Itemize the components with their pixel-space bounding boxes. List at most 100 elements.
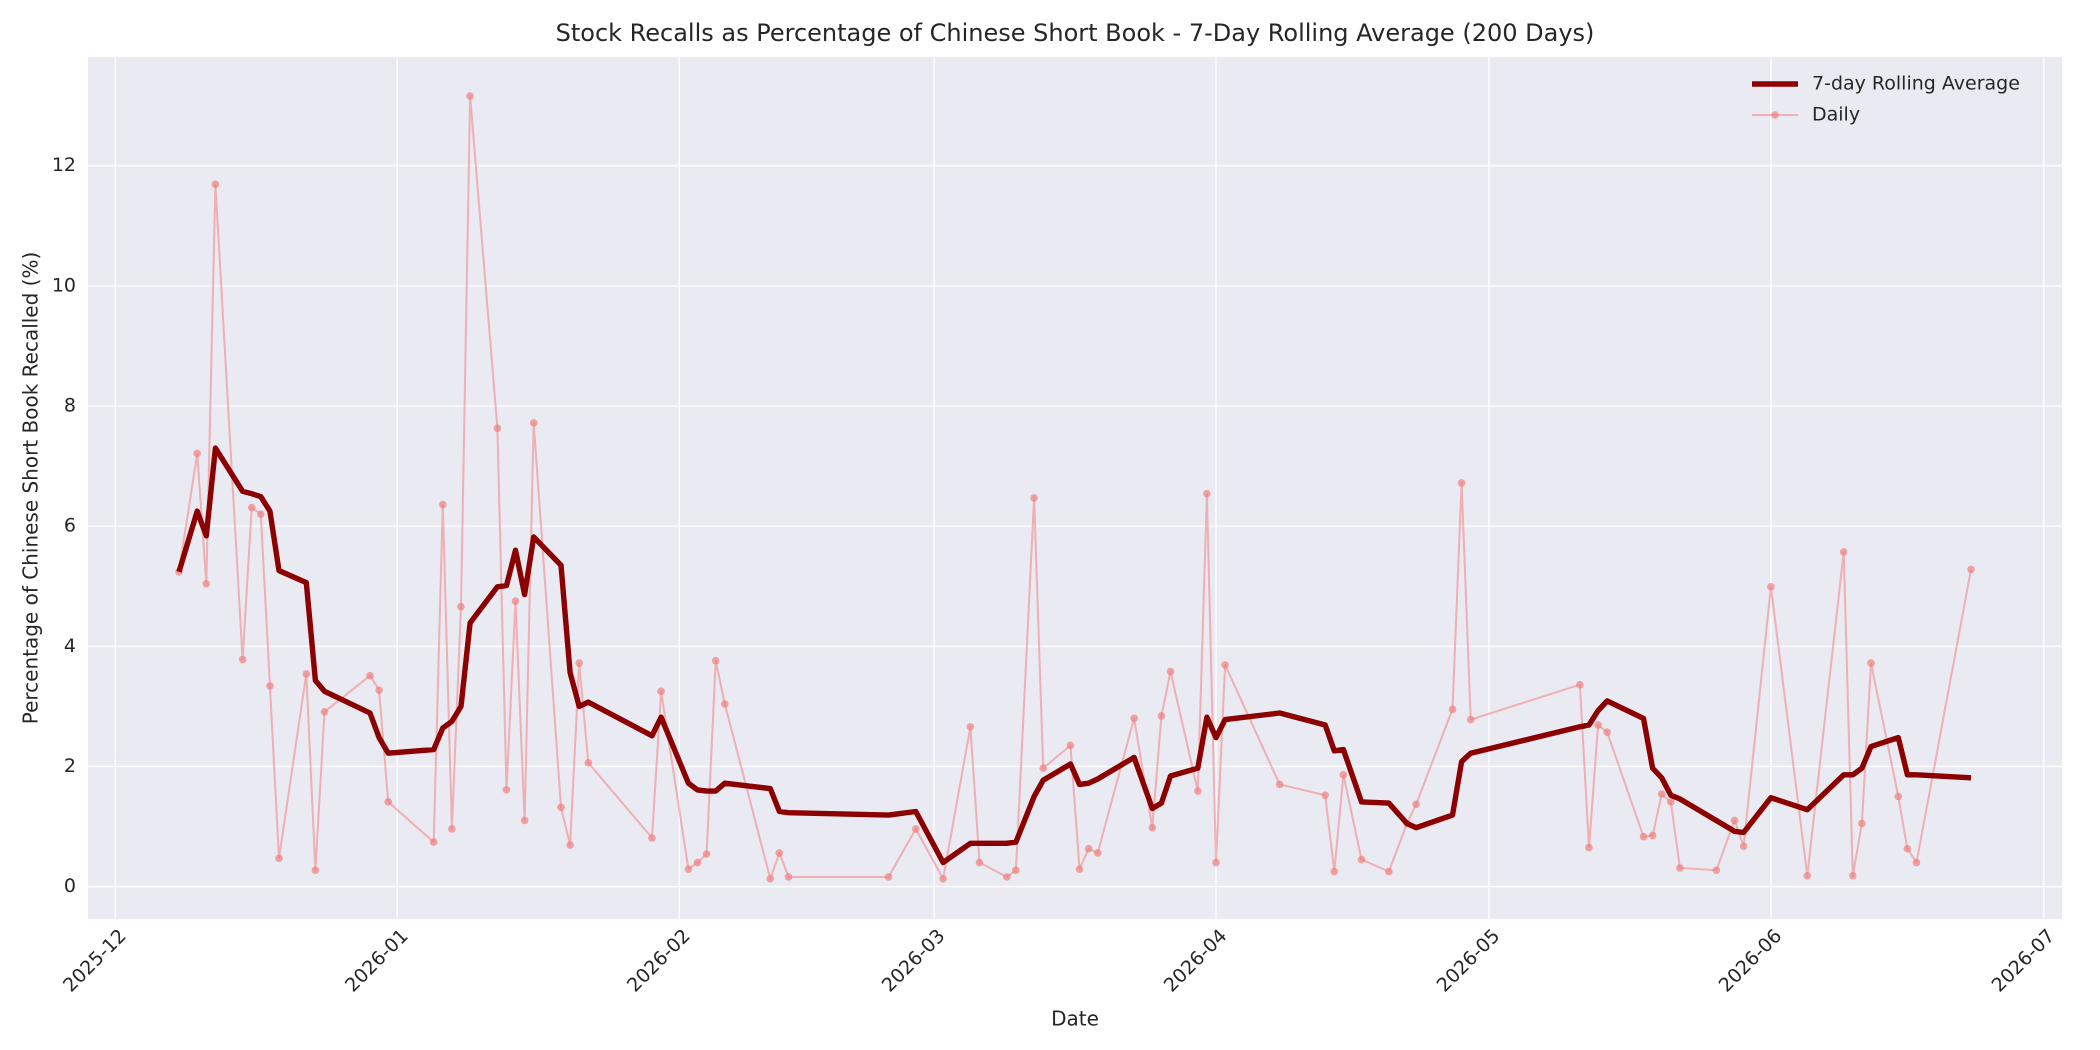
x-tick-label: 2026-02 [623, 925, 695, 997]
data-point [1084, 844, 1093, 853]
data-point [448, 825, 456, 833]
data-point [1803, 871, 1812, 880]
x-tick-label: 2026-07 [1988, 925, 2060, 997]
data-point [766, 874, 775, 883]
y-tick-label: 2 [64, 755, 76, 777]
data-point [1039, 764, 1047, 773]
data-point [1203, 489, 1211, 498]
data-point [1030, 494, 1038, 502]
data-point [1148, 823, 1157, 832]
data-point [557, 803, 565, 812]
legend-label: 7-day Rolling Average [1812, 73, 2020, 95]
data-point [1221, 661, 1229, 669]
data-point [1212, 858, 1220, 867]
data-point [1448, 705, 1457, 714]
data-point [257, 510, 265, 518]
data-point [1357, 855, 1366, 864]
data-point [1639, 832, 1648, 841]
y-tick-label: 8 [64, 395, 76, 417]
data-point [1657, 790, 1666, 798]
x-tick-label: 2026-05 [1433, 925, 1505, 997]
legend-marker [1771, 111, 1779, 119]
y-tick-label: 6 [64, 515, 76, 537]
data-point [457, 602, 465, 611]
x-tick-label: 2026-04 [1160, 925, 1232, 997]
data-point [1466, 715, 1475, 724]
data-point [366, 671, 374, 680]
data-point [1093, 849, 1102, 857]
y-tick-label: 0 [64, 875, 76, 897]
data-point [1457, 479, 1466, 487]
data-point [375, 686, 383, 694]
data-point [266, 682, 274, 690]
legend-label: Daily [1812, 104, 1860, 126]
data-point [311, 866, 320, 875]
data-point [211, 180, 220, 189]
y-tick-label: 10 [52, 274, 76, 296]
y-tick-label: 12 [52, 154, 76, 176]
data-point [193, 449, 201, 458]
data-point [1739, 842, 1748, 851]
data-point [1594, 721, 1602, 729]
data-point [1667, 798, 1675, 806]
data-point [648, 834, 656, 842]
data-point [511, 597, 520, 606]
data-point [520, 816, 529, 825]
data-point [884, 873, 893, 881]
data-point [1166, 667, 1175, 676]
data-point [975, 858, 984, 867]
plot-area [88, 57, 2062, 919]
data-point [1075, 865, 1084, 873]
x-tick-label: 2026-06 [1715, 925, 1787, 997]
data-point [1385, 867, 1393, 876]
data-point [1339, 771, 1348, 779]
data-point [1912, 858, 1921, 867]
data-point [1848, 871, 1857, 880]
data-point [1712, 866, 1721, 875]
data-point [1867, 659, 1875, 667]
data-point [657, 687, 665, 696]
data-point [684, 865, 693, 873]
data-point [702, 850, 711, 858]
data-point [1903, 844, 1912, 853]
data-point [1194, 787, 1202, 795]
data-point [320, 707, 329, 716]
data-point [693, 858, 702, 867]
data-point [1157, 712, 1166, 720]
data-point [584, 759, 593, 767]
data-point [939, 874, 947, 883]
data-point [493, 424, 502, 433]
data-point [912, 825, 920, 833]
data-point [1730, 816, 1739, 825]
data-point [429, 838, 438, 846]
data-point [1894, 792, 1903, 801]
data-point [1130, 714, 1138, 723]
y-tick-label: 4 [64, 635, 76, 657]
data-point [502, 786, 511, 794]
data-point [247, 503, 256, 512]
data-point [275, 854, 283, 863]
data-point [1967, 565, 1975, 574]
data-point [529, 419, 538, 427]
data-point [1858, 819, 1866, 828]
data-point [1012, 866, 1020, 875]
data-point [302, 670, 311, 678]
data-point [711, 656, 720, 665]
data-point [1330, 867, 1339, 876]
data-point [775, 849, 784, 857]
data-point [720, 700, 729, 708]
data-point [1676, 864, 1684, 872]
data-point [1585, 843, 1593, 852]
data-point [1066, 741, 1075, 750]
data-point [1412, 800, 1420, 809]
data-point [1648, 831, 1657, 840]
chart-title: Stock Recalls as Percentage of Chinese S… [556, 19, 1595, 47]
data-point [1275, 780, 1284, 789]
data-point [784, 873, 793, 881]
x-tick-label: 2026-01 [341, 925, 413, 997]
data-point [966, 722, 975, 731]
x-tick-label: 2026-03 [878, 925, 950, 997]
data-point [438, 500, 447, 509]
data-point [1576, 680, 1584, 689]
